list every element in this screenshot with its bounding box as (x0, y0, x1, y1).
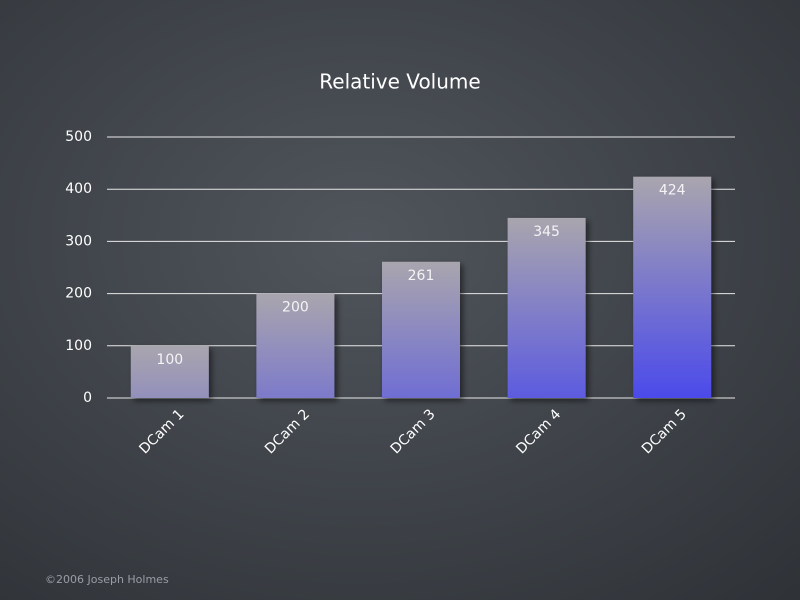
bar (507, 217, 586, 398)
data-label: 345 (533, 224, 560, 240)
y-tick-label: 500 (65, 129, 92, 145)
y-tick-label: 400 (65, 181, 92, 197)
data-label: 200 (282, 300, 309, 316)
y-tick-label: 0 (83, 390, 92, 406)
data-label: 424 (659, 183, 686, 199)
bar (382, 261, 460, 398)
chart-title: Relative Volume (319, 70, 480, 94)
footer: ©2006 Joseph Holmes (45, 573, 169, 586)
y-tick-label: 100 (65, 338, 92, 354)
data-label: 100 (156, 352, 183, 368)
data-label: 261 (408, 268, 435, 284)
bar (130, 345, 209, 398)
bar (633, 176, 712, 398)
y-tick-label: 300 (65, 233, 92, 249)
bar (256, 293, 335, 398)
y-tick-label: 200 (65, 286, 92, 302)
